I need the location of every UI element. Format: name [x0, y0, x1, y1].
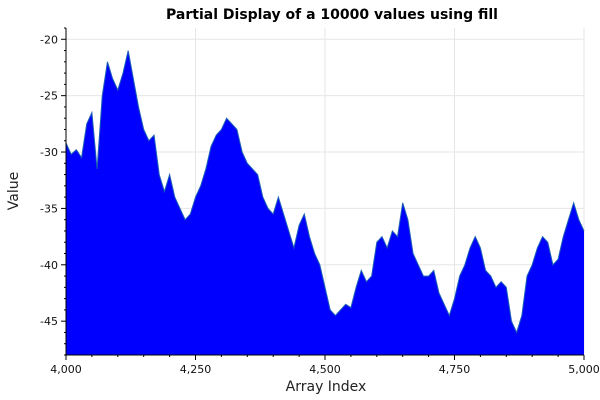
y-tick-label: -25: [40, 90, 58, 103]
x-tick-label: 4,250: [180, 363, 212, 376]
series-fill-area: [66, 50, 584, 356]
x-axis-ticks: 4,000 4,250 4,500 4,750 5,000: [50, 355, 600, 376]
y-tick-label: -45: [40, 315, 58, 328]
x-tick-label: 5,000: [568, 363, 600, 376]
x-tick-label: 4,750: [439, 363, 471, 376]
y-tick-label: -30: [40, 146, 58, 159]
y-tick-label: -40: [40, 259, 58, 272]
x-tick-label: 4,500: [309, 363, 341, 376]
x-axis-label: Array Index: [286, 379, 367, 395]
chart-title: Partial Display of a 10000 values using …: [166, 7, 498, 23]
y-axis-ticks: -20 -25 -30 -35 -40 -45: [40, 27, 66, 356]
y-axis-label: Value: [6, 172, 22, 210]
y-tick-label: -20: [40, 33, 58, 46]
x-tick-label: 4,000: [50, 363, 82, 376]
series-line: [65, 50, 585, 334]
y-tick-label: -35: [40, 202, 58, 215]
plot-area: [65, 50, 585, 356]
